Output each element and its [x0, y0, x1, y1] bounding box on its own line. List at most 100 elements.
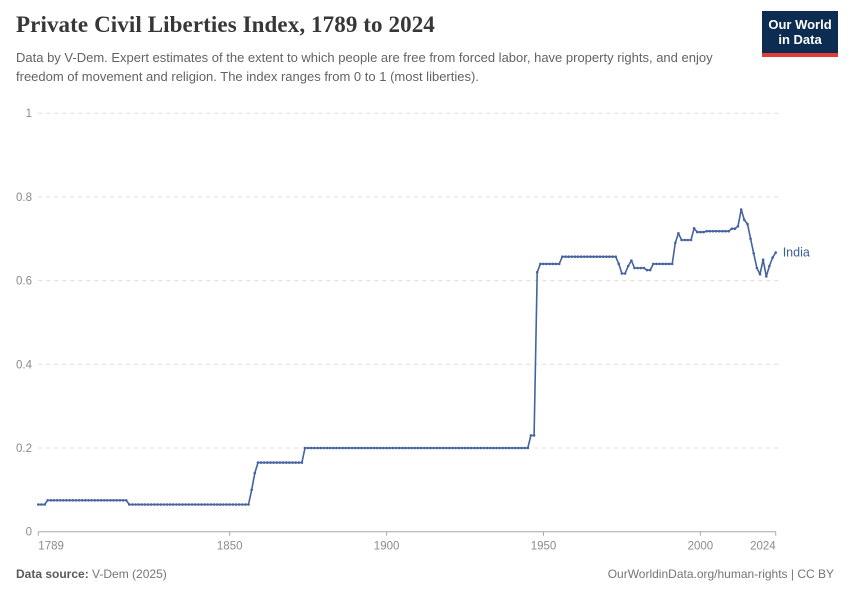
data-point-marker — [658, 262, 661, 266]
data-point-marker — [93, 499, 97, 502]
data-point-marker — [501, 446, 505, 450]
data-point-marker — [219, 503, 222, 506]
data-point-marker — [313, 446, 316, 450]
x-axis: 1789 1850 1900 1950 2000 2024 — [37, 531, 776, 553]
data-point-marker — [153, 503, 156, 506]
data-point-marker — [765, 275, 768, 278]
data-point-marker — [215, 503, 219, 506]
data-point-marker — [65, 499, 68, 502]
data-point-marker — [234, 503, 238, 506]
y-tick-label: 0.4 — [16, 359, 33, 371]
data-point-marker — [677, 232, 680, 235]
data-point-marker — [696, 230, 699, 234]
data-point-marker — [109, 499, 112, 502]
data-point-marker — [545, 262, 548, 266]
data-point-marker — [633, 266, 636, 270]
data-point-marker — [131, 503, 134, 506]
data-point-marker — [702, 230, 705, 234]
data-point-marker — [551, 262, 555, 266]
data-point-marker — [752, 252, 755, 255]
data-point-marker — [269, 461, 272, 464]
data-point-marker — [241, 503, 244, 506]
data-point-marker — [626, 264, 630, 268]
data-point-marker — [59, 499, 62, 502]
data-point-marker — [266, 461, 269, 464]
data-point-marker — [648, 268, 652, 272]
data-point-marker — [523, 446, 526, 450]
data-point-marker — [413, 446, 417, 450]
y-tick-label: 0.8 — [16, 192, 32, 204]
series-india: India — [37, 208, 810, 506]
data-point-marker — [520, 446, 523, 450]
data-point-marker — [178, 503, 181, 506]
data-point-marker — [184, 503, 188, 506]
data-point-marker — [504, 446, 508, 450]
x-tick-label: 1850 — [217, 541, 243, 553]
data-point-marker — [576, 255, 580, 258]
data-point-marker — [482, 446, 486, 450]
data-point-marker — [256, 461, 260, 464]
data-point-marker — [419, 446, 423, 450]
data-point-marker — [749, 237, 752, 241]
data-point-marker — [746, 222, 749, 226]
data-point-marker — [542, 262, 545, 266]
data-point-marker — [768, 264, 771, 268]
data-point-marker — [319, 446, 323, 450]
data-point-marker — [423, 446, 426, 450]
data-point-marker — [758, 273, 762, 276]
data-point-marker — [284, 461, 288, 464]
data-point-marker — [451, 446, 454, 450]
data-point-marker — [121, 499, 125, 502]
y-tick-label: 0.2 — [16, 443, 32, 455]
x-tick-label: 1900 — [374, 541, 400, 553]
data-point-marker — [137, 503, 140, 506]
data-point-marker — [686, 238, 690, 242]
data-point-marker — [146, 503, 150, 506]
data-point-marker — [670, 262, 674, 266]
y-axis: 0 0.2 0.4 0.6 0.8 1 — [16, 108, 780, 539]
data-point-marker — [630, 259, 633, 262]
license-note: OurWorldinData.org/human-rights | CC BY — [607, 567, 834, 581]
data-point-marker — [529, 434, 533, 437]
data-point-marker — [730, 227, 734, 230]
page-title: Private Civil Liberties Index, 1789 to 2… — [16, 12, 435, 37]
data-point-marker — [212, 503, 216, 506]
data-point-marker — [391, 446, 395, 450]
data-point-marker — [485, 446, 489, 450]
x-tick-label: 1950 — [531, 541, 557, 553]
data-point-marker — [209, 503, 213, 506]
data-point-marker — [62, 499, 65, 502]
data-point-marker — [306, 446, 310, 450]
data-point-marker — [608, 255, 611, 258]
data-point-marker — [674, 241, 677, 245]
data-point-marker — [460, 446, 464, 450]
data-point-marker — [426, 446, 429, 450]
data-point-marker — [237, 503, 241, 506]
data-point-marker — [743, 218, 746, 222]
data-point-marker — [444, 446, 448, 450]
data-point-marker — [517, 446, 520, 450]
data-point-marker — [397, 446, 401, 450]
data-point-marker — [43, 503, 46, 506]
data-point-marker — [476, 446, 479, 450]
data-point-marker — [40, 503, 43, 506]
data-point-marker — [761, 258, 765, 261]
data-point-marker — [605, 255, 608, 258]
data-point-marker — [479, 446, 483, 450]
data-point-marker — [564, 255, 567, 258]
data-point-marker — [115, 499, 118, 502]
data-point-marker — [652, 262, 655, 266]
data-point-marker — [294, 461, 297, 464]
data-source: Data source: V-Dem (2025) — [16, 567, 167, 581]
data-point-marker — [253, 471, 257, 475]
data-point-marker — [350, 446, 354, 450]
data-point-marker — [96, 499, 100, 502]
data-point-marker — [457, 446, 461, 450]
data-point-marker — [721, 229, 724, 233]
data-point-marker — [190, 503, 194, 506]
data-point-marker — [385, 446, 388, 450]
data-point-marker — [247, 503, 250, 506]
data-point-marker — [171, 503, 175, 506]
data-point-marker — [231, 503, 235, 506]
data-point-marker — [539, 262, 542, 266]
